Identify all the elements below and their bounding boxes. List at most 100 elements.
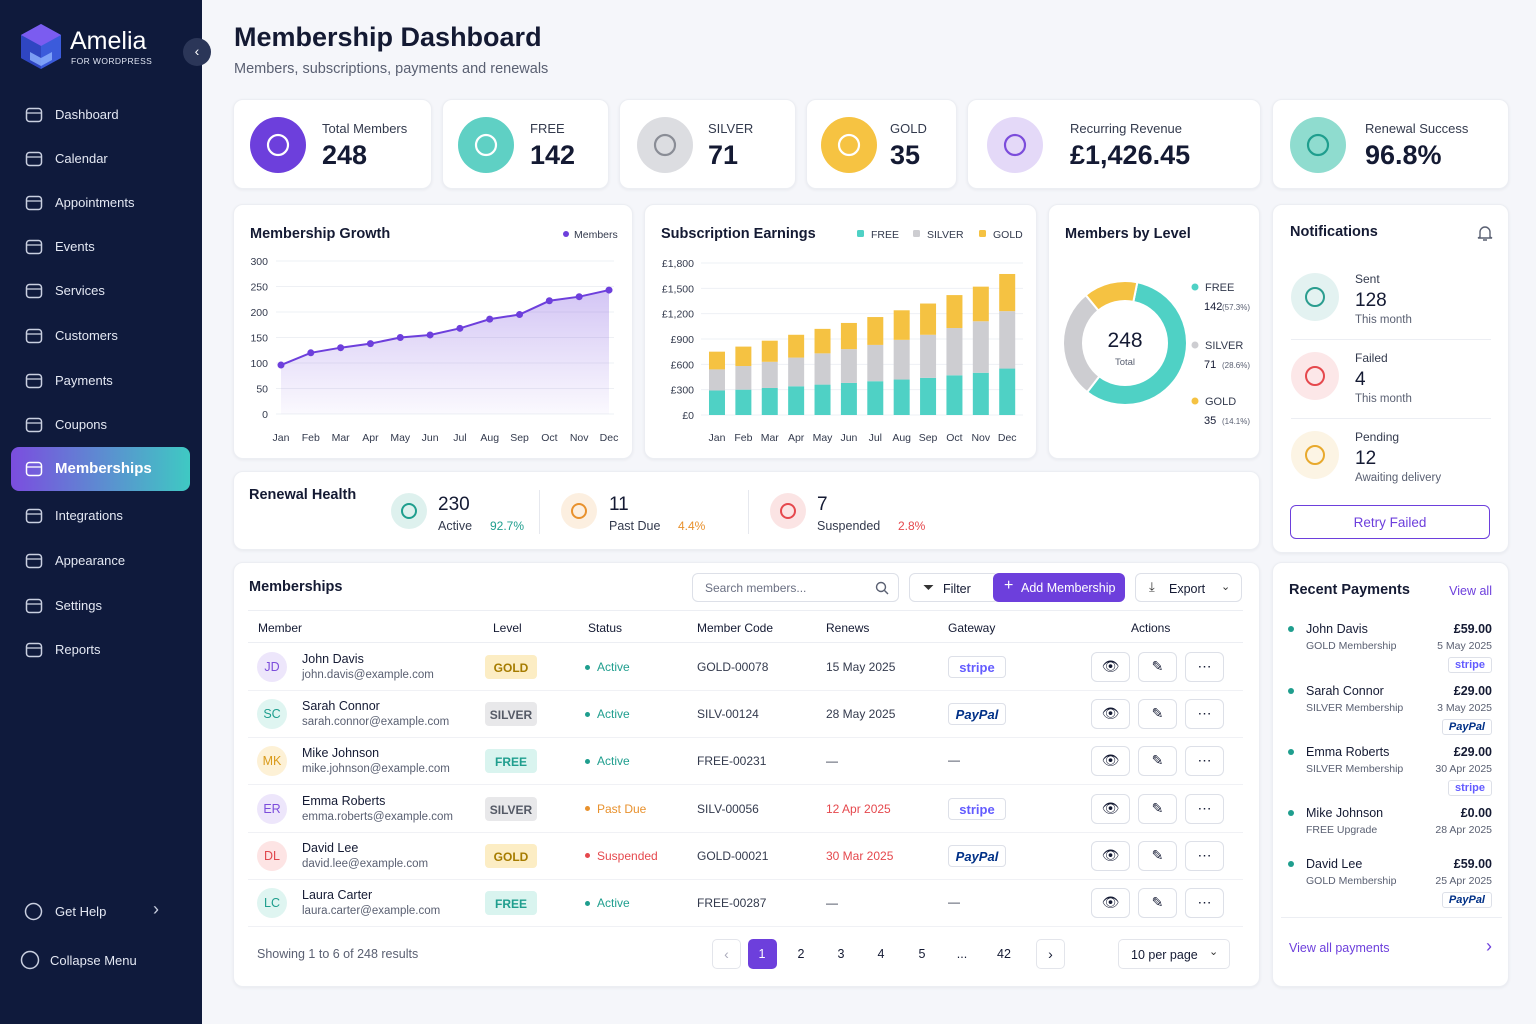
nav-item[interactable]: Calendar <box>55 151 108 166</box>
gateway-label: stripe <box>959 801 995 817</box>
health-share: 2.8% <box>898 519 926 533</box>
y-tick-label: £900 <box>671 334 695 346</box>
bar-segment <box>814 328 831 354</box>
action-button[interactable]: ⋯ <box>1185 699 1224 730</box>
per-page-label[interactable]: 10 per page <box>1131 948 1198 962</box>
nav-item[interactable]: Services <box>55 283 105 298</box>
filter-button[interactable]: Filter ⏷ <box>909 573 999 602</box>
action-icon: ✎ <box>1151 894 1164 910</box>
kpi-icon <box>987 117 1043 173</box>
export-label[interactable]: Export <box>1169 582 1206 596</box>
kpi-icon-bg <box>250 117 306 173</box>
nav-item[interactable]: Settings <box>55 598 102 613</box>
x-tick-label: Aug <box>892 432 911 444</box>
action-button[interactable]: ✎ <box>1138 840 1177 871</box>
notification-label: Failed <box>1355 351 1388 365</box>
nav-item[interactable]: Appearance <box>55 553 126 568</box>
action-button[interactable]: ✎ <box>1138 793 1177 824</box>
action-button[interactable]: ⋯ <box>1185 746 1224 777</box>
nav-item[interactable]: Integrations <box>55 508 123 523</box>
bar-segment <box>999 368 1016 415</box>
action-icon: 👁 <box>1101 705 1120 722</box>
status-label: Suspended <box>597 848 658 863</box>
export-button[interactable]: Export ⤓ ⌄ <box>1135 573 1242 602</box>
member-email: emma.roberts@example.com <box>302 810 453 823</box>
action-button[interactable]: ⋯ <box>1185 888 1224 918</box>
health-share: 92.7% <box>490 519 525 533</box>
point <box>277 361 285 369</box>
y-tick-label: 200 <box>250 307 268 319</box>
action-button[interactable]: 👁 <box>1091 699 1130 730</box>
kpi-icon-bg <box>1290 117 1346 173</box>
add-button[interactable]: Add Membership + <box>993 573 1125 602</box>
page-number[interactable]: 2 <box>797 947 805 961</box>
action-button[interactable]: ✎ <box>1138 746 1177 777</box>
action-button[interactable]: 👁 <box>1091 746 1130 777</box>
action-button[interactable]: 👁 <box>1091 793 1130 824</box>
filter-label[interactable]: Filter <box>943 582 971 596</box>
prev-page[interactable]: ‹ <box>712 939 741 969</box>
action-button[interactable]: ✎ <box>1138 652 1177 682</box>
view-all-link[interactable]: View all <box>1449 584 1492 598</box>
action-button[interactable]: ⋯ <box>1185 840 1224 871</box>
health-label: Suspended <box>817 519 881 533</box>
legend-swatch <box>1191 341 1199 349</box>
nav-item[interactable]: Reports <box>55 642 101 657</box>
level-label: SILVER <box>489 802 533 817</box>
health-label: Past Due <box>609 519 661 533</box>
donut-slice <box>1085 281 1188 406</box>
action-button[interactable]: ⋯ <box>1185 793 1224 824</box>
add-icon: + <box>1004 577 1014 594</box>
nav-item[interactable]: Appointments <box>55 195 135 210</box>
nav-icon-shape <box>25 598 43 614</box>
action-button[interactable]: ✎ <box>1138 699 1177 730</box>
memberships-card: Memberships Search members... Filter ⏷ Add M… <box>233 562 1260 987</box>
nav-item[interactable]: Payments <box>55 373 113 388</box>
nav-item[interactable]: Coupons <box>55 417 108 432</box>
notification-icon-glyph <box>1305 366 1325 386</box>
nav-collapse[interactable]: Collapse Menu <box>50 953 137 968</box>
legend-swatch <box>913 230 920 237</box>
retry-label[interactable]: Retry Failed <box>1353 515 1427 530</box>
search-box[interactable]: Search members... <box>692 573 899 602</box>
page-number[interactable]: 42 <box>997 947 1011 961</box>
nav-help[interactable]: Get Help <box>55 904 107 919</box>
retry-button[interactable]: Retry Failed <box>1290 505 1490 539</box>
chart-title: Membership Growth <box>250 226 390 242</box>
member-email: sarah.connor@example.com <box>302 716 450 729</box>
payment-gateway: PayPal <box>1441 719 1492 735</box>
page-number[interactable]: 3 <box>837 947 845 961</box>
nav-item[interactable]: Events <box>55 239 95 254</box>
nav-icon-shape <box>25 642 43 658</box>
nav-item[interactable]: Dashboard <box>55 107 119 122</box>
nav-item[interactable]: Memberships <box>55 460 152 477</box>
avatar: LC <box>257 888 287 918</box>
nav-item[interactable]: Customers <box>55 328 118 343</box>
collapse-toggle[interactable]: ‹ <box>183 38 211 66</box>
level-badge: FREE <box>485 891 537 915</box>
action-button[interactable]: ⋯ <box>1185 652 1224 682</box>
avatar: SC <box>257 699 287 730</box>
kpi-icon <box>1290 117 1346 173</box>
point <box>486 315 494 323</box>
add-label[interactable]: Add Membership <box>1021 581 1116 595</box>
page-number[interactable]: ... <box>956 947 968 961</box>
legend-share: (14.1%) <box>1222 417 1250 426</box>
action-button[interactable]: 👁 <box>1091 840 1130 871</box>
page-number[interactable]: 5 <box>918 947 926 961</box>
kpi-value: 248 <box>322 140 368 170</box>
member-name: Laura Carter <box>302 888 373 902</box>
page-number[interactable]: 1 <box>758 947 766 961</box>
action-button[interactable]: 👁 <box>1091 888 1130 918</box>
view-all-payments[interactable]: View all payments <box>1289 941 1390 955</box>
x-tick-label: Jan <box>273 432 290 444</box>
page-number[interactable]: 4 <box>877 947 885 961</box>
brand: Amelia <box>70 27 147 55</box>
per-page-select[interactable]: 10 per page ⌄ <box>1118 939 1230 969</box>
action-button[interactable]: ✎ <box>1138 888 1177 918</box>
kpi-card: Renewal Success 96.8% <box>1272 99 1509 189</box>
action-button[interactable]: 👁 <box>1091 652 1130 682</box>
level-badge: FREE <box>485 749 537 774</box>
nav-icon <box>25 151 43 167</box>
next-page[interactable]: › <box>1036 939 1065 969</box>
